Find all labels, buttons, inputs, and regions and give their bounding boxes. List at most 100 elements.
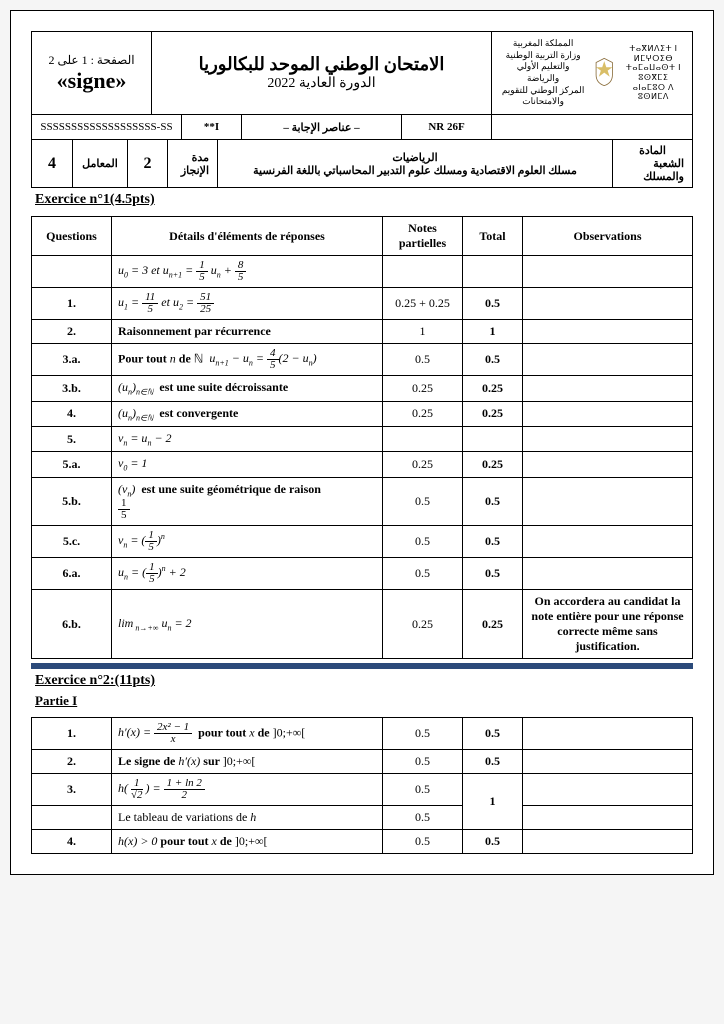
cell-q: 3. xyxy=(32,774,112,806)
cell-obs xyxy=(523,288,693,320)
cell-total: 0.5 xyxy=(463,344,523,376)
cell-total: 0.5 xyxy=(463,558,523,590)
cell-obs xyxy=(523,256,693,288)
cell-np: 0.5 xyxy=(383,718,463,750)
crest-icon xyxy=(592,50,617,94)
page-number-cell: الصفحة : 1 على 2 «signe» xyxy=(32,32,152,114)
cell-total xyxy=(463,426,523,451)
ministry-lines: المملكة المغربية وزارة التربية الوطنية و… xyxy=(500,38,586,108)
table-row: 1.h′(x) = 2x² − 1x pour tout x de ]0;+∞[… xyxy=(32,718,693,750)
cell-q: 1. xyxy=(32,718,112,750)
cell-q xyxy=(32,256,112,288)
cell-np xyxy=(383,426,463,451)
cell-obs xyxy=(523,750,693,774)
cell-q: 5.c. xyxy=(32,526,112,558)
table-row: 2.Le signe de h′(x) sur ]0;+∞[0.50.5 xyxy=(32,750,693,774)
cell-q: 3.b. xyxy=(32,376,112,401)
page-label: الصفحة : 1 على 2 xyxy=(48,53,134,68)
duration-value: 2 xyxy=(127,140,167,187)
cell-detail: (vn) est une suite géométrique de raison… xyxy=(112,477,383,525)
table-row: 5.c.vn = (15)n0.50.5 xyxy=(32,526,693,558)
cell-obs: On accordera au candidat la note entière… xyxy=(523,590,693,659)
exam-title: الامتحان الوطني الموحد للبكالوريا xyxy=(199,54,445,75)
header-top: الصفحة : 1 على 2 «signe» الامتحان الوطني… xyxy=(31,31,693,115)
cell-obs xyxy=(523,718,693,750)
col-notes-partielles: Notes partielles xyxy=(383,217,463,256)
cell-total: 1 xyxy=(463,320,523,344)
col-details: Détails d'éléments de réponses xyxy=(112,217,383,256)
serial-cell: SSSSSSSSSSSSSSSSSSS-SS xyxy=(32,115,182,139)
cell-q: 5. xyxy=(32,426,112,451)
cell-detail: u0 = 3 et un+1 = 15 un + 85 xyxy=(112,256,383,288)
cell-np: 0.25 xyxy=(383,401,463,426)
table-row: 2.Raisonnement par récurrence11 xyxy=(32,320,693,344)
ministry-line: المركز الوطني للتقويم والامتحانات xyxy=(500,85,586,108)
duration-label-cell: مدة الإنجاز xyxy=(167,140,217,187)
tifinagh-line: ⴰⵏⴰⵎⵓⵔ ⴷ ⵓⵙⵍⵎⴷ xyxy=(623,83,684,102)
cell-q: 5.a. xyxy=(32,452,112,477)
cell-total: 0.5 xyxy=(463,288,523,320)
cell-detail: h′(x) = 2x² − 1x pour tout x de ]0;+∞[ xyxy=(112,718,383,750)
cell-detail: vn = (15)n xyxy=(112,526,383,558)
cell-q: 6.a. xyxy=(32,558,112,590)
madda-label: المادة xyxy=(639,144,666,157)
cell-detail: Raisonnement par récurrence xyxy=(112,320,383,344)
cell-total: 0.25 xyxy=(463,401,523,426)
subject-cell: الرياضيات مسلك العلوم الاقتصادية ومسلك ع… xyxy=(217,140,612,187)
cell-np: 0.25 xyxy=(383,452,463,477)
cell-obs xyxy=(523,320,693,344)
cell-obs xyxy=(523,477,693,525)
table-row: 4.h(x) > 0 pour tout x de ]0;+∞[0.50.5 xyxy=(32,830,693,854)
tifinagh-block: ⵜⴰⴳⵍⴷⵉⵜ ⵏ ⵍⵎⵖⵔⵉⴱ ⵜⴰⵎⴰⵡⴰⵙⵜ ⵏ ⵓⵙⴳⵎⵉ ⴰⵏⴰⵎⵓⵔ… xyxy=(623,44,684,102)
cell-detail: Le tableau de variations de h xyxy=(112,806,383,830)
subject-row: المادة الشعبة والمسلك الرياضيات مسلك الع… xyxy=(31,140,693,188)
cell-q: 1. xyxy=(32,288,112,320)
cell-q: 2. xyxy=(32,750,112,774)
cell-detail: u1 = 115 et u2 = 5125 xyxy=(112,288,383,320)
title-cell: الامتحان الوطني الموحد للبكالوريا الدورة… xyxy=(152,32,492,114)
tifinagh-line: ⵜⴰⵎⴰⵡⴰⵙⵜ ⵏ ⵓⵙⴳⵎⵉ xyxy=(623,63,684,82)
cell-np: 0.5 xyxy=(383,806,463,830)
cell-np: 0.25 xyxy=(383,376,463,401)
cell-q: 4. xyxy=(32,830,112,854)
exam-page: الصفحة : 1 على 2 «signe» الامتحان الوطني… xyxy=(10,10,714,875)
signe-label: «signe» xyxy=(57,68,127,94)
cell-total: 0.5 xyxy=(463,830,523,854)
cell-q: 3.a. xyxy=(32,344,112,376)
cell-obs xyxy=(523,452,693,477)
cell-obs xyxy=(523,401,693,426)
cell-obs xyxy=(523,806,693,830)
cell-obs xyxy=(523,426,693,451)
col-questions: Questions xyxy=(32,217,112,256)
ex2-partie: Partie I xyxy=(31,691,693,711)
ministry-line: وزارة التربية الوطنية xyxy=(500,50,586,62)
cell-obs xyxy=(523,344,693,376)
ex1-table: Questions Détails d'éléments de réponses… xyxy=(31,216,693,659)
cell-obs xyxy=(523,376,693,401)
cell-total: 0.5 xyxy=(463,718,523,750)
cell-total: 0.5 xyxy=(463,477,523,525)
col-total: Total xyxy=(463,217,523,256)
cell-detail: lim n→+∞ un = 2 xyxy=(112,590,383,659)
cell-np: 0.5 xyxy=(383,774,463,806)
answers-label: – عناصر الإجابة – xyxy=(242,115,402,139)
cell-detail: (un)n∈ℕ est une suite décroissante xyxy=(112,376,383,401)
cell-detail: vn = un − 2 xyxy=(112,426,383,451)
ref-cell: NR 26F xyxy=(402,115,492,139)
cell-total: 1 xyxy=(463,774,523,830)
ex2-table: 1.h′(x) = 2x² − 1x pour tout x de ]0;+∞[… xyxy=(31,717,693,854)
cell-obs xyxy=(523,830,693,854)
table-row: 3.b.(un)n∈ℕ est une suite décroissante0.… xyxy=(32,376,693,401)
coef-value: 4 xyxy=(32,140,72,187)
cell-q: 4. xyxy=(32,401,112,426)
madda-label-cell: المادة الشعبة والمسلك xyxy=(612,140,692,187)
cell-q: 2. xyxy=(32,320,112,344)
cell-np: 0.5 xyxy=(383,750,463,774)
ex2-title: Exercice n°2:(11pts) xyxy=(31,669,693,691)
cell-total xyxy=(463,256,523,288)
cell-obs xyxy=(523,526,693,558)
cell-total: 0.25 xyxy=(463,452,523,477)
cell-detail: un = (15)n + 2 xyxy=(112,558,383,590)
cell-q: 6.b. xyxy=(32,590,112,659)
cell-total: 0.25 xyxy=(463,590,523,659)
